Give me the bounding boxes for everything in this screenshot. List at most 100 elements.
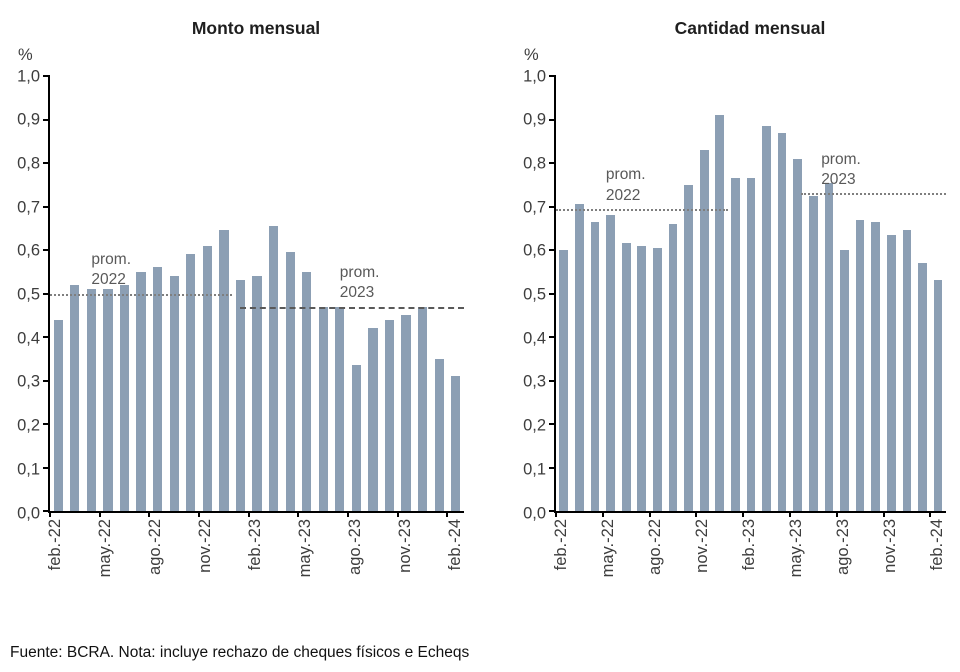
x-tick-mark <box>198 511 201 517</box>
y-tick-label: 0,6 <box>523 241 546 260</box>
bar <box>434 358 444 511</box>
bar <box>153 267 163 511</box>
bar <box>777 132 787 511</box>
x-axis-label: feb.-22 <box>551 519 570 571</box>
bar <box>136 271 146 511</box>
bar <box>202 245 212 511</box>
bar-slot <box>712 76 728 511</box>
bar <box>575 204 584 511</box>
bar-slot <box>759 76 775 511</box>
bar <box>418 306 428 511</box>
bar <box>268 226 279 511</box>
y-tick-mark <box>549 292 556 295</box>
bar-slot <box>265 76 282 511</box>
bar <box>808 195 818 511</box>
y-tick-label: 1,0 <box>17 66 40 85</box>
bar <box>684 184 693 511</box>
bar <box>559 250 569 511</box>
bar-slot <box>67 76 84 511</box>
bar-slot <box>728 76 744 511</box>
bar <box>824 182 834 511</box>
x-axis-label: feb.-23 <box>246 519 264 571</box>
bar <box>70 284 80 511</box>
y-tick-label: 0,7 <box>523 197 546 216</box>
bar-slot <box>868 76 884 511</box>
bar-slot <box>806 76 822 511</box>
y-tick-label: 0,1 <box>17 460 40 479</box>
y-tick-mark <box>43 510 50 512</box>
bar <box>886 234 896 511</box>
bar-slot <box>696 76 712 511</box>
bar <box>855 219 865 511</box>
bar <box>637 245 647 511</box>
x-tick-mark <box>49 511 51 517</box>
y-tick-label: 0,0 <box>17 503 40 522</box>
bar-slot <box>398 76 415 511</box>
x-tick-mark <box>835 511 838 517</box>
bar-slot <box>216 76 233 511</box>
y-tick-mark <box>43 423 50 425</box>
y-tick-mark <box>549 510 556 512</box>
average-line-2022 <box>556 208 728 211</box>
y-tick-label: 0,1 <box>523 460 546 479</box>
bar <box>746 178 756 511</box>
bar-slot <box>166 76 183 511</box>
bar <box>351 365 362 511</box>
bar-slot <box>448 76 465 511</box>
charts-row: Monto mensual % 0,0 0,1 0,2 0,3 0,4 0,5 0,6 0,7… <box>0 8 960 595</box>
x-axis-label: nov.-22 <box>196 519 215 573</box>
y-tick-label: 1,0 <box>523 66 546 85</box>
bar <box>840 250 849 511</box>
bar <box>186 254 196 511</box>
x-axis-label: nov.-23 <box>881 519 900 573</box>
bar-slot <box>365 76 382 511</box>
bar-slot <box>183 76 200 511</box>
y-tick-label: 0,6 <box>17 241 40 260</box>
x-axis-label: feb.-23 <box>740 519 758 571</box>
x-tick-mark <box>247 511 250 517</box>
y-tick-mark <box>43 379 50 382</box>
average-line-2022 <box>50 293 233 296</box>
average-label-2022: prom. 2022 <box>91 251 132 289</box>
y-tick-mark <box>549 336 556 338</box>
bar-slot <box>149 76 166 511</box>
bar <box>235 280 246 511</box>
y-tick-label: 0,4 <box>523 328 546 347</box>
x-tick-mark <box>742 511 745 517</box>
bar-slot <box>431 76 448 511</box>
bar <box>933 280 943 511</box>
y-tick-label: 0,0 <box>523 503 546 522</box>
bar-slot <box>930 76 946 511</box>
y-tick-label: 0,9 <box>523 110 546 129</box>
y-tick-mark <box>43 466 50 469</box>
x-axis-label: ago.-22 <box>645 519 664 575</box>
x-axis-label: nov.-23 <box>395 519 414 573</box>
bar <box>871 221 881 511</box>
x-axis-label: may.-23 <box>295 519 314 578</box>
bar-slot <box>790 76 806 511</box>
bar <box>762 126 771 511</box>
x-tick-mark <box>882 511 885 517</box>
bar <box>318 306 328 511</box>
bar-slot <box>50 76 67 511</box>
bars-cantidad <box>556 76 946 511</box>
y-tick-label: 0,9 <box>17 110 40 129</box>
bar <box>606 215 615 511</box>
y-tick-mark <box>549 162 556 164</box>
bar-slot <box>133 76 150 511</box>
bar-slot <box>821 76 837 511</box>
bar-slot <box>774 76 790 511</box>
y-tick-mark <box>549 205 556 208</box>
bar-slot <box>852 76 868 511</box>
bar <box>918 263 927 511</box>
bar-slot <box>116 76 133 511</box>
bar-slot <box>618 76 634 511</box>
y-axis-labels: 0,0 0,1 0,2 0,3 0,4 0,5 0,6 0,7 0,8 0,9 1,0 <box>6 68 48 521</box>
bar-slot <box>298 76 315 511</box>
bar-slot <box>587 76 603 511</box>
x-tick-mark <box>929 511 932 517</box>
bar <box>715 115 725 511</box>
x-tick-mark <box>695 511 698 517</box>
average-label-2023: prom. 2023 <box>339 264 380 302</box>
average-label-2023: prom. 2023 <box>821 151 861 189</box>
